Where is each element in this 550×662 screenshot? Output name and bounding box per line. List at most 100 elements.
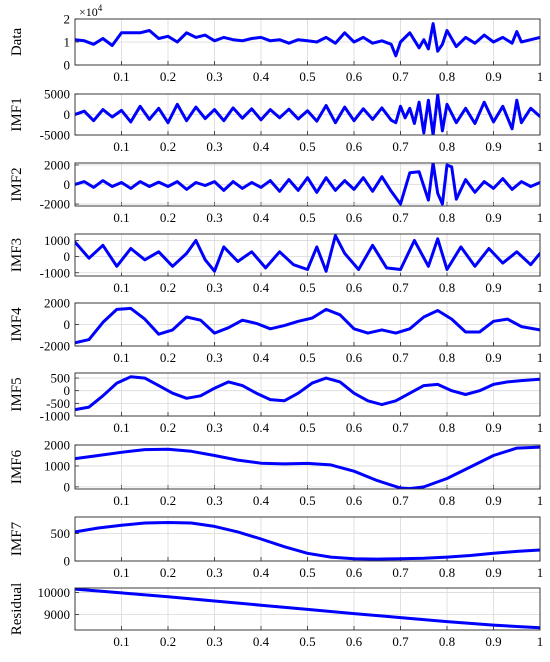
x-tick-label: 1 <box>537 493 544 508</box>
series-line-residual <box>75 588 540 630</box>
x-tick-label: 0.9 <box>485 139 501 154</box>
axes-frame <box>74 372 541 417</box>
axes-frame <box>74 93 541 136</box>
axes-frame <box>74 516 541 562</box>
y-tick-label: 500 <box>51 526 71 541</box>
x-tick-label: 0.2 <box>160 280 176 295</box>
x-tick-label: 0.4 <box>253 210 270 225</box>
series-line-imf4 <box>75 306 540 345</box>
axes-frame <box>74 162 541 207</box>
exponent-label: ×104 <box>79 3 103 19</box>
x-tick-label: 0.3 <box>206 350 222 365</box>
x-tick-label: 0.7 <box>392 493 409 508</box>
x-tick-label: 0.4 <box>253 493 270 508</box>
x-tick-label: 0.1 <box>113 69 129 84</box>
y-tick-label: 1000 <box>44 233 70 248</box>
x-tick-label: 0.6 <box>346 565 363 580</box>
axes-frame <box>74 444 541 490</box>
x-tick-label: 0.4 <box>253 634 270 649</box>
x-tick-label: 0.3 <box>206 634 222 649</box>
x-tick-label: 0.6 <box>346 350 363 365</box>
x-tick-label: 0.1 <box>113 210 129 225</box>
x-tick-label: 0.2 <box>160 493 176 508</box>
y-tick-label: 1 <box>64 35 71 50</box>
y-tick-label: -1000 <box>40 409 70 424</box>
series-line-data <box>75 22 540 58</box>
y-tick-label: 2000 <box>44 296 70 311</box>
y-axis-label: IMF6 <box>9 449 25 484</box>
x-tick-label: 0.6 <box>346 139 363 154</box>
x-tick-label: 0.3 <box>206 69 222 84</box>
x-tick-label: 0.8 <box>439 493 455 508</box>
y-tick-label: -5000 <box>40 128 70 143</box>
x-tick-label: 0.6 <box>346 280 363 295</box>
x-tick-label: 0.1 <box>113 420 129 435</box>
y-tick-label: 0 <box>64 177 71 192</box>
x-tick-label: 1 <box>537 350 544 365</box>
panel-imf6: 0.1 0.2 0.3 0.4 0.5 0.6 0.7 0.8 0.9 1 0 1000 2000 IMF… <box>9 438 543 509</box>
y-tick-label: -1000 <box>40 265 70 280</box>
x-tick-label: 0.3 <box>206 565 222 580</box>
x-tick-label: 0.6 <box>346 634 363 649</box>
series-line-imf1 <box>75 94 540 135</box>
y-tick-label: -2000 <box>40 197 70 212</box>
y-tick-label: 500 <box>51 371 71 386</box>
y-tick-label: 10000 <box>38 585 71 600</box>
y-axis-label: Residual <box>9 583 25 636</box>
x-tick-label: 0.7 <box>392 280 409 295</box>
x-tick-label: 0.7 <box>392 420 409 435</box>
x-tick-label: 0.8 <box>439 210 455 225</box>
x-tick-label: 0.4 <box>253 350 270 365</box>
x-tick-label: 0.3 <box>206 493 222 508</box>
x-tick-label: 0.5 <box>299 420 315 435</box>
x-tick-label: 0.1 <box>113 634 129 649</box>
y-tick-label: 1000 <box>44 458 70 473</box>
y-tick-label: 0 <box>64 107 71 122</box>
x-tick-label: 0.1 <box>113 493 129 508</box>
y-tick-label: 2000 <box>44 157 70 172</box>
x-tick-label: 0.8 <box>439 420 455 435</box>
y-tick-label: -2000 <box>40 339 70 354</box>
series-line-imf6 <box>75 445 540 489</box>
x-tick-label: 0.4 <box>253 69 270 84</box>
series-line-imf3 <box>75 234 540 273</box>
x-tick-label: 0.8 <box>439 280 455 295</box>
x-tick-label: 0.6 <box>346 420 363 435</box>
y-tick-label: -500 <box>46 396 70 411</box>
x-tick-label: 0.9 <box>485 420 501 435</box>
x-tick-label: 0.5 <box>299 210 315 225</box>
x-tick-label: 0.9 <box>485 69 501 84</box>
y-tick-label: 0 <box>64 58 71 73</box>
x-tick-label: 0.3 <box>206 139 222 154</box>
axes-frame <box>74 587 541 631</box>
x-tick-label: 0.3 <box>206 280 222 295</box>
x-tick-label: 1 <box>537 69 544 84</box>
x-tick-label: 0.9 <box>485 210 501 225</box>
x-tick-label: 0.1 <box>113 565 129 580</box>
x-tick-label: 0.8 <box>439 69 455 84</box>
x-tick-label: 0.1 <box>113 350 129 365</box>
x-tick-label: 0.5 <box>299 565 315 580</box>
series-line-imf5 <box>75 375 540 412</box>
axes-frame <box>74 18 541 66</box>
series-line-imf2 <box>75 163 540 206</box>
x-tick-label: 0.9 <box>485 350 501 365</box>
x-tick-label: 0.7 <box>392 565 409 580</box>
y-tick-label: 0 <box>64 249 71 264</box>
panel-imf4: 0.1 0.2 0.3 0.4 0.5 0.6 0.7 0.8 0.9 1 -2000 0 2000 IM… <box>9 296 543 366</box>
y-tick-label: 2 <box>64 12 71 27</box>
x-tick-label: 0.3 <box>206 210 222 225</box>
panel-imf2: 0.1 0.2 0.3 0.4 0.5 0.6 0.7 0.8 0.9 1 -2000 0 2000 IM… <box>9 157 543 225</box>
x-tick-label: 1 <box>537 139 544 154</box>
x-tick-label: 1 <box>537 210 544 225</box>
x-tick-label: 0.9 <box>485 565 501 580</box>
x-tick-label: 0.8 <box>439 565 455 580</box>
x-tick-label: 0.5 <box>299 493 315 508</box>
y-tick-label: 0 <box>64 479 71 494</box>
x-tick-label: 0.2 <box>160 69 176 84</box>
x-tick-label: 1 <box>537 565 544 580</box>
x-tick-label: 1 <box>537 634 544 649</box>
y-axis-label: IMF3 <box>9 238 25 272</box>
y-axis-label: IMF1 <box>9 97 25 131</box>
